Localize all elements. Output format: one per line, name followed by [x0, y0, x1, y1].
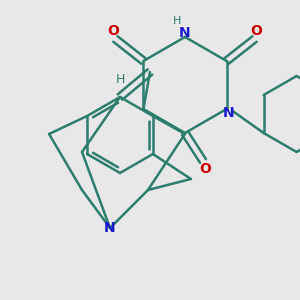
Text: N: N: [179, 26, 191, 40]
Text: H: H: [173, 16, 181, 26]
Text: N: N: [104, 221, 116, 235]
Text: O: O: [199, 162, 211, 176]
Text: H: H: [115, 73, 125, 86]
Text: O: O: [107, 24, 119, 38]
Text: O: O: [250, 24, 262, 38]
Text: N: N: [223, 106, 234, 120]
